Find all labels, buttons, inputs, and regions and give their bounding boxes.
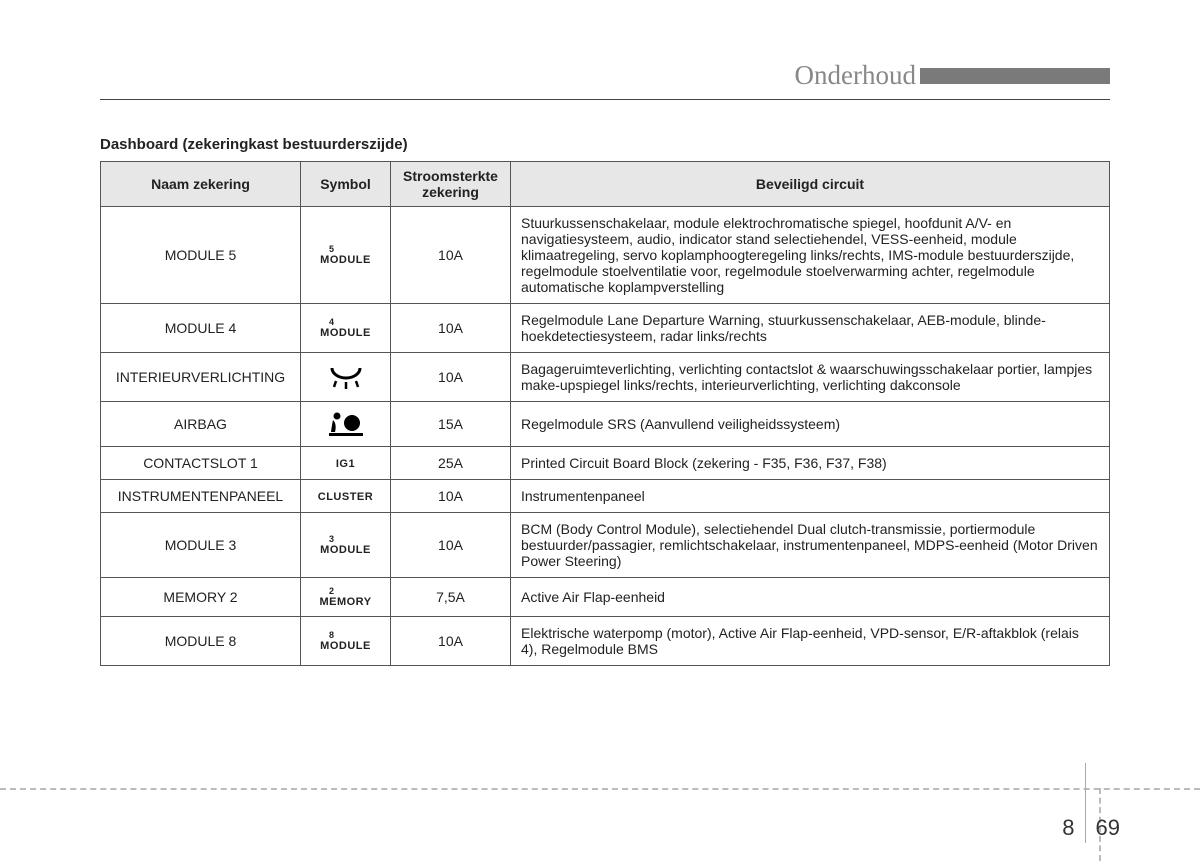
fuse-amp: 10A [391, 353, 511, 402]
fuse-symbol: 5MODULE [301, 207, 391, 304]
fuse-name: CONTACTSLOT 1 [101, 447, 301, 480]
table-row: MODULE 55MODULE10AStuurkussenschakelaar,… [101, 207, 1110, 304]
fuse-table: Naam zekering Symbol Stroomsterkte zeker… [100, 161, 1110, 666]
fuse-amp: 10A [391, 480, 511, 513]
fuse-symbol: 2MEMORY [301, 578, 391, 617]
fuse-symbol: IG1 [301, 447, 391, 480]
col-circuit: Beveiligd circuit [511, 162, 1110, 207]
table-row: MEMORY 22MEMORY7,5AActive Air Flap-eenhe… [101, 578, 1110, 617]
chapter-number: 8 [1062, 815, 1084, 841]
symbol-sup: 4 [329, 317, 380, 327]
fuse-name: MODULE 5 [101, 207, 301, 304]
fuse-symbol [301, 402, 391, 447]
crop-dashed-h [0, 788, 1200, 790]
col-amp: Stroomsterkte zekering [391, 162, 511, 207]
symbol-main: IG1 [336, 458, 355, 470]
fuse-name: AIRBAG [101, 402, 301, 447]
col-symbol: Symbol [301, 162, 391, 207]
section-title: Onderhoud [795, 60, 920, 91]
fuse-name: MODULE 8 [101, 617, 301, 666]
table-row: AIRBAG 15ARegelmodule SRS (Aanvullend vei… [101, 402, 1110, 447]
subtitle: Dashboard (zekeringkast bestuurderszijde… [100, 136, 1110, 153]
fuse-circuit: Bagageruimteverlichting, verlichting con… [511, 353, 1110, 402]
fuse-symbol: CLUSTER [301, 480, 391, 513]
fuse-amp: 10A [391, 513, 511, 578]
page-content: Onderhoud Dashboard (zekeringkast bestuu… [0, 0, 1200, 666]
col-name: Naam zekering [101, 162, 301, 207]
header-bar [920, 68, 1110, 84]
fuse-circuit: BCM (Body Control Module), selectiehende… [511, 513, 1110, 578]
fuse-symbol: 4MODULE [301, 304, 391, 353]
table-row: MODULE 44MODULE10ARegelmodule Lane Depar… [101, 304, 1110, 353]
symbol-sup: 8 [329, 630, 380, 640]
fuse-amp: 10A [391, 207, 511, 304]
symbol-main: MODULE [320, 327, 371, 339]
fuse-name: INSTRUMENTENPANEEL [101, 480, 301, 513]
symbol-sup: 2 [329, 586, 380, 596]
fuse-circuit: Regelmodule Lane Departure Warning, stuu… [511, 304, 1110, 353]
fuse-amp: 15A [391, 402, 511, 447]
fuse-name: INTERIEURVERLICHTING [101, 353, 301, 402]
fuse-circuit: Stuurkussenschakelaar, module elektrochr… [511, 207, 1110, 304]
symbol-sup: 5 [329, 244, 380, 254]
fuse-circuit: Active Air Flap-eenheid [511, 578, 1110, 617]
symbol-main: MODULE [320, 544, 371, 556]
fuse-name: MEMORY 2 [101, 578, 301, 617]
table-header-row: Naam zekering Symbol Stroomsterkte zeker… [101, 162, 1110, 207]
fuse-amp: 7,5A [391, 578, 511, 617]
fuse-symbol: 3MODULE [301, 513, 391, 578]
fuse-amp: 25A [391, 447, 511, 480]
airbag-icon [327, 410, 365, 438]
fuse-symbol [301, 353, 391, 402]
table-row: MODULE 33MODULE10ABCM (Body Control Modu… [101, 513, 1110, 578]
fuse-circuit: Elektrische waterpomp (motor), Active Ai… [511, 617, 1110, 666]
fuse-circuit: Instrumentenpaneel [511, 480, 1110, 513]
fuse-symbol: 8MODULE [301, 617, 391, 666]
interior-light-icon [326, 364, 366, 390]
table-row: MODULE 88MODULE10AElektrische waterpomp … [101, 617, 1110, 666]
fuse-name: MODULE 4 [101, 304, 301, 353]
table-row: INSTRUMENTENPANEEL CLUSTER 10AInstrumenten… [101, 480, 1110, 513]
header-rule [100, 99, 1110, 100]
page-footer: 8 69 [1062, 813, 1120, 843]
fuse-amp: 10A [391, 304, 511, 353]
header-row: Onderhoud [100, 60, 1110, 91]
fuse-name: MODULE 3 [101, 513, 301, 578]
symbol-main: MODULE [320, 254, 371, 266]
fuse-circuit: Printed Circuit Board Block (zekering - … [511, 447, 1110, 480]
fuse-circuit: Regelmodule SRS (Aanvullend veiligheidss… [511, 402, 1110, 447]
table-row: CONTACTSLOT 1 IG1 25APrinted Circuit Board… [101, 447, 1110, 480]
symbol-main: MODULE [320, 640, 371, 652]
fuse-amp: 10A [391, 617, 511, 666]
symbol-sup: 3 [329, 534, 380, 544]
symbol-main: CLUSTER [318, 491, 373, 503]
symbol-main: MEMORY [319, 596, 371, 608]
table-row: INTERIEURVERLICHTING 10ABagageruimteverli… [101, 353, 1110, 402]
page-number: 69 [1086, 815, 1120, 841]
